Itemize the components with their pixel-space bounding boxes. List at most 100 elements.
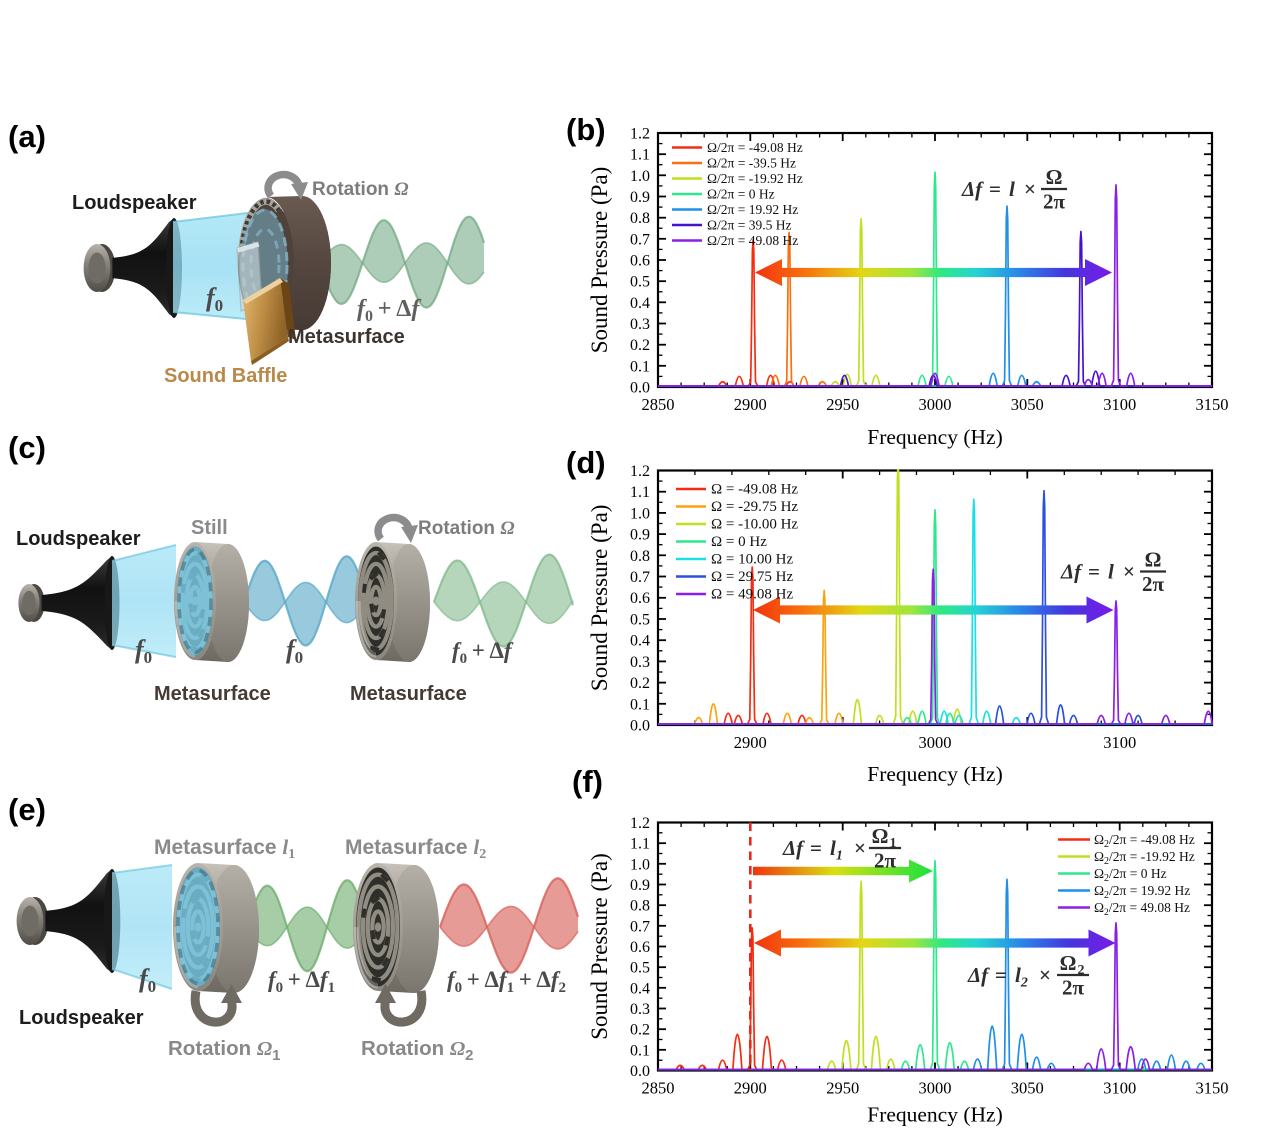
svg-text:Ω2/2π = -49.08 Hz: Ω2/2π = -49.08 Hz <box>1094 832 1195 850</box>
svg-text:Ω2/2π = 49.08 Hz: Ω2/2π = 49.08 Hz <box>1094 900 1190 918</box>
svg-text:=: = <box>1088 560 1100 584</box>
svg-text:2950: 2950 <box>826 1079 859 1098</box>
svg-text:0.3: 0.3 <box>630 316 650 333</box>
svg-text:Ω/2π = 49.08 Hz: Ω/2π = 49.08 Hz <box>707 233 798 248</box>
svg-text:2π: 2π <box>874 849 897 873</box>
svg-text:1.0: 1.0 <box>630 168 650 185</box>
svg-text:1.1: 1.1 <box>630 484 650 501</box>
svg-text:Loudspeaker: Loudspeaker <box>72 192 197 214</box>
svg-text:(c): (c) <box>8 430 46 465</box>
svg-text:0.3: 0.3 <box>630 654 650 671</box>
svg-text:Ω/2π = -19.92 Hz: Ω/2π = -19.92 Hz <box>707 171 803 186</box>
svg-text:f0: f0 <box>286 635 303 667</box>
svg-text:Ω = 10.00 Hz: Ω = 10.00 Hz <box>711 552 793 568</box>
svg-text:=: = <box>995 963 1007 987</box>
svg-text:0.1: 0.1 <box>630 1042 650 1059</box>
svg-text:3050: 3050 <box>1011 1079 1044 1098</box>
svg-text:0.5: 0.5 <box>630 960 650 977</box>
svg-text:0.3: 0.3 <box>630 1001 650 1018</box>
svg-text:0.0: 0.0 <box>630 1063 650 1080</box>
svg-text:Ω: Ω <box>1046 165 1063 189</box>
svg-text:0.5: 0.5 <box>630 612 650 629</box>
svg-text:0.7: 0.7 <box>630 918 650 935</box>
svg-text:2900: 2900 <box>734 1079 767 1098</box>
svg-text:1.0: 1.0 <box>630 856 650 873</box>
svg-text:f0 + Δf1: f0 + Δf1 <box>268 967 335 996</box>
svg-text:Δf: Δf <box>1060 560 1083 584</box>
svg-text:l: l <box>1108 560 1114 584</box>
svg-text:0.1: 0.1 <box>630 696 650 713</box>
svg-text:Ω2/2π = 19.92 Hz: Ω2/2π = 19.92 Hz <box>1094 883 1190 901</box>
svg-text:Loudspeaker: Loudspeaker <box>16 528 141 550</box>
svg-text:Ω/2π = -49.08 Hz: Ω/2π = -49.08 Hz <box>707 140 803 155</box>
svg-text:2: 2 <box>1078 963 1085 978</box>
svg-text:2850: 2850 <box>642 1079 675 1098</box>
svg-text:×: × <box>854 836 866 860</box>
svg-text:1.2: 1.2 <box>630 815 650 832</box>
svg-text:2850: 2850 <box>642 395 675 414</box>
svg-text:f0: f0 <box>135 635 152 667</box>
svg-text:Sound Pressure (Pa): Sound Pressure (Pa) <box>587 167 612 354</box>
svg-text:0.2: 0.2 <box>630 1022 650 1039</box>
svg-text:Δf: Δf <box>961 177 984 201</box>
svg-text:3050: 3050 <box>1011 395 1044 414</box>
svg-text:Ω: Ω <box>1145 548 1162 572</box>
svg-text:(d): (d) <box>566 445 606 480</box>
svg-text:×: × <box>1123 560 1135 584</box>
svg-text:0.6: 0.6 <box>630 253 650 270</box>
svg-text:Ω2/2π = -19.92 Hz: Ω2/2π = -19.92 Hz <box>1094 849 1195 867</box>
svg-text:Metasurface: Metasurface <box>154 683 271 705</box>
svg-text:Still: Still <box>191 517 228 539</box>
svg-text:0.9: 0.9 <box>630 527 650 544</box>
svg-text:Sound Pressure (Pa): Sound Pressure (Pa) <box>587 505 612 692</box>
svg-text:0.4: 0.4 <box>630 295 650 312</box>
svg-text:0.6: 0.6 <box>630 590 650 607</box>
svg-text:0.1: 0.1 <box>630 358 650 375</box>
svg-text:0.4: 0.4 <box>630 633 650 650</box>
svg-text:Loudspeaker: Loudspeaker <box>19 1007 144 1029</box>
svg-text:Sound Baffle: Sound Baffle <box>164 365 287 387</box>
svg-text:f0 + Δf: f0 + Δf <box>357 296 421 325</box>
svg-text:0.6: 0.6 <box>630 939 650 956</box>
svg-text:3000: 3000 <box>919 395 952 414</box>
svg-text:Ω = -29.75 Hz: Ω = -29.75 Hz <box>711 499 798 515</box>
svg-text:Metasurface: Metasurface <box>350 683 467 705</box>
svg-text:1.2: 1.2 <box>630 126 650 143</box>
svg-text:Metasurface: Metasurface <box>288 326 405 348</box>
svg-text:1.0: 1.0 <box>630 505 650 522</box>
svg-text:2π: 2π <box>1062 976 1085 1000</box>
svg-text:1.2: 1.2 <box>630 463 650 480</box>
svg-text:3000: 3000 <box>919 1079 952 1098</box>
svg-text:0.4: 0.4 <box>630 980 650 997</box>
svg-text:l: l <box>1009 177 1015 201</box>
svg-text:f0 + Δf: f0 + Δf <box>452 638 514 667</box>
svg-text:Ω2/2π = 0 Hz: Ω2/2π = 0 Hz <box>1094 866 1167 884</box>
svg-text:0.8: 0.8 <box>630 210 650 227</box>
svg-text:Rotation Ω1: Rotation Ω1 <box>168 1037 280 1064</box>
svg-text:0.9: 0.9 <box>630 189 650 206</box>
svg-text:0.0: 0.0 <box>630 718 650 735</box>
svg-text:Ω/2π = 19.92 Hz: Ω/2π = 19.92 Hz <box>707 202 798 217</box>
svg-text:0.7: 0.7 <box>630 231 650 248</box>
svg-text:×: × <box>1039 963 1051 987</box>
svg-text:0.9: 0.9 <box>630 877 650 894</box>
svg-text:0.2: 0.2 <box>630 337 650 354</box>
svg-text:0.8: 0.8 <box>630 548 650 565</box>
svg-text:0.7: 0.7 <box>630 569 650 586</box>
svg-text:(a): (a) <box>8 119 46 154</box>
svg-text:2900: 2900 <box>734 395 767 414</box>
svg-text:Frequency (Hz): Frequency (Hz) <box>867 425 1003 449</box>
svg-text:1.1: 1.1 <box>630 836 650 853</box>
svg-text:Ω = 49.08 Hz: Ω = 49.08 Hz <box>711 587 793 603</box>
svg-text:Ω = -10.00 Hz: Ω = -10.00 Hz <box>711 517 798 533</box>
svg-text:Rotation Ω: Rotation Ω <box>312 179 409 200</box>
svg-text:Frequency (Hz): Frequency (Hz) <box>867 1103 1003 1127</box>
svg-text:0.2: 0.2 <box>630 675 650 692</box>
svg-text:Ω/2π = 0 Hz: Ω/2π = 0 Hz <box>707 187 775 202</box>
svg-text:=: = <box>989 177 1001 201</box>
svg-text:Ω: Ω <box>1060 951 1077 975</box>
svg-text:Metasurface l2: Metasurface l2 <box>345 835 486 862</box>
svg-text:Ω = -49.08 Hz: Ω = -49.08 Hz <box>711 482 798 498</box>
svg-text:=: = <box>810 836 822 860</box>
svg-text:(e): (e) <box>8 792 46 827</box>
